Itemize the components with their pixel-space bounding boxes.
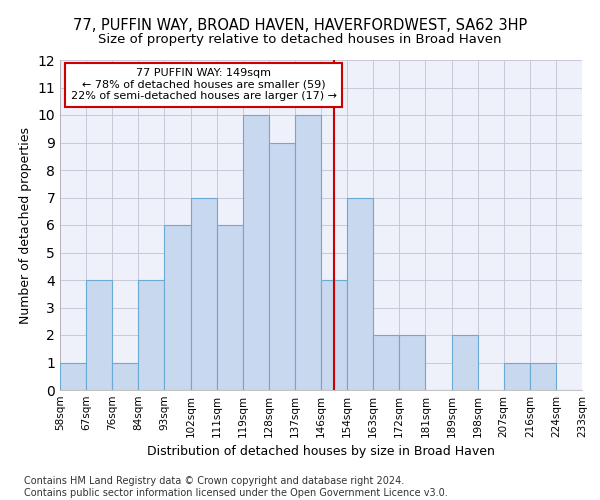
Bar — [530, 362, 556, 390]
Bar — [347, 198, 373, 390]
Bar — [295, 115, 321, 390]
Bar — [191, 198, 217, 390]
Text: Size of property relative to detached houses in Broad Haven: Size of property relative to detached ho… — [98, 32, 502, 46]
Text: 77, PUFFIN WAY, BROAD HAVEN, HAVERFORDWEST, SA62 3HP: 77, PUFFIN WAY, BROAD HAVEN, HAVERFORDWE… — [73, 18, 527, 32]
Bar — [164, 225, 191, 390]
Bar — [452, 335, 478, 390]
Bar — [321, 280, 347, 390]
Text: Contains HM Land Registry data © Crown copyright and database right 2024.
Contai: Contains HM Land Registry data © Crown c… — [24, 476, 448, 498]
Text: 77 PUFFIN WAY: 149sqm
← 78% of detached houses are smaller (59)
22% of semi-deta: 77 PUFFIN WAY: 149sqm ← 78% of detached … — [71, 68, 337, 102]
Bar — [139, 280, 164, 390]
Bar — [243, 115, 269, 390]
Y-axis label: Number of detached properties: Number of detached properties — [19, 126, 32, 324]
Bar — [269, 142, 295, 390]
Bar — [217, 225, 243, 390]
Bar — [373, 335, 400, 390]
Bar — [60, 362, 86, 390]
Bar — [400, 335, 425, 390]
X-axis label: Distribution of detached houses by size in Broad Haven: Distribution of detached houses by size … — [147, 446, 495, 458]
Bar — [504, 362, 530, 390]
Bar — [86, 280, 112, 390]
Bar — [112, 362, 139, 390]
